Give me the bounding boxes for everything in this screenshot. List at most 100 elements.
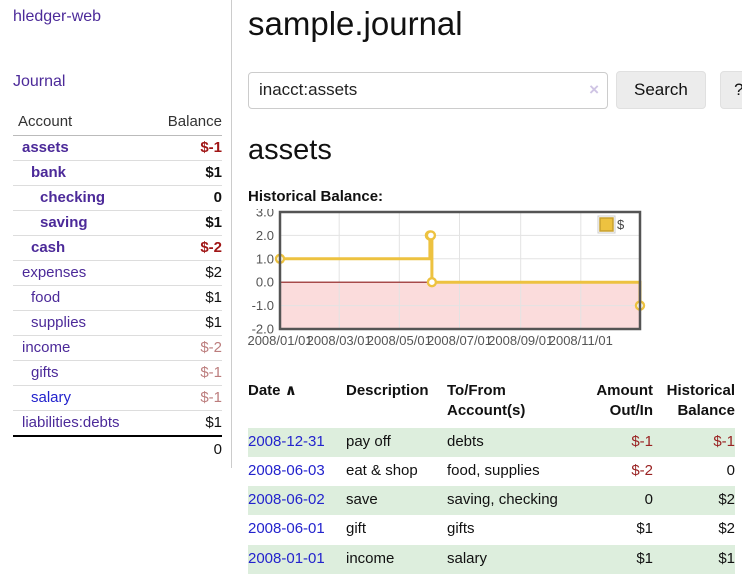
search-input[interactable] [248,71,608,109]
accounts-col-header: Account [13,110,148,136]
svg-text:2008/07/01: 2008/07/01 [427,333,492,348]
transaction-balance: 0 [726,461,735,479]
svg-text:1.0: 1.0 [256,251,274,266]
transaction-description: income [346,544,447,574]
account-link-income[interactable]: income [22,339,71,356]
account-balance: $1 [205,414,222,431]
account-row: income $-2 [13,335,222,361]
account-row: gifts $-1 [13,360,222,386]
account-row: cash $-2 [13,235,222,261]
historical-balance-chart[interactable]: $3.0 2.0 1.0 0.0 -1.0 -2.0 2008/01/01 2008/03/0… [247,205,742,363]
svg-text:2008/03/01: 2008/03/01 [307,333,372,348]
accounts-table: Account Balance assets $-1 bank $1 checking 0… [13,110,222,462]
balance-col-header: Balance [147,110,222,136]
account-balance: $-1 [147,360,222,386]
account-balance: $-1 [147,385,222,411]
transaction-row[interactable]: 2008-01-01 income salary $1 $1 [248,544,735,574]
account-link-bank[interactable]: bank [31,164,67,181]
search-button[interactable]: Search [616,71,706,109]
transaction-date-link[interactable]: 2008-06-03 [248,461,325,479]
account-row: supplies $1 [13,310,222,336]
transaction-amount: $-2 [631,461,653,479]
transaction-date-link[interactable]: 2008-06-01 [248,520,325,538]
transaction-date-link[interactable]: 2008-06-02 [248,491,325,508]
register-account-heading: assets [248,134,332,166]
transaction-amount: $1 [573,544,653,574]
transaction-description: save [346,486,447,516]
transaction-row[interactable]: 2008-06-03 eat & shop food, supplies $-2 0 [248,457,735,486]
account-link-liabilities-debts[interactable]: liabilities:debts [22,414,120,431]
svg-text:3.0: 3.0 [256,209,274,220]
account-balance: $1 [147,285,222,311]
col-header-amount: Amount Out/In [596,382,653,420]
svg-text:2008/11/01: 2008/11/01 [549,333,613,348]
account-link-gifts[interactable]: gifts [31,364,59,381]
account-row: assets $-1 [13,135,222,161]
svg-text:-1.0: -1.0 [252,298,274,313]
col-header-accounts: To/From Account(s) [447,382,526,420]
svg-text:0.0: 0.0 [256,275,274,290]
svg-text:2.0: 2.0 [256,228,274,243]
transaction-amount: $-1 [573,427,653,457]
account-link-expenses[interactable]: expenses [22,264,87,281]
account-link-supplies[interactable]: supplies [31,314,87,331]
svg-text:2008/09/01: 2008/09/01 [488,333,553,348]
account-balance: 0 [147,185,222,211]
transaction-balance: $2 [718,520,735,538]
transaction-accounts: food, supplies [447,461,540,479]
clear-search-icon[interactable]: × [589,79,599,99]
account-link-checking[interactable]: checking [40,189,106,206]
account-link-food[interactable]: food [31,289,61,306]
help-button[interactable]: ? [719,71,742,109]
col-header-description: Description [346,382,429,399]
transaction-row[interactable]: 2008-12-31 pay off debts $-1 $-1 [248,427,735,457]
transaction-balance: $-1 [653,427,735,457]
main-content: sample.journal × Search ? assets Histori… [232,0,742,574]
search-box: × [248,71,608,109]
account-row: checking 0 [13,185,222,211]
transaction-row[interactable]: 2008-06-01 gift gifts $1 $2 [248,515,735,544]
account-row: food $1 [13,285,222,311]
transaction-amount: 0 [573,486,653,516]
search-form: × Search ? [248,71,742,109]
account-link-assets[interactable]: assets [22,139,69,156]
chart-title: Historical Balance: [248,188,384,205]
app-title-link[interactable]: hledger-web [13,8,102,25]
account-row: saving $1 [13,210,222,236]
account-balance: $1 [147,310,222,336]
account-balance: $1 [147,160,222,186]
journal-link[interactable]: Journal [13,73,66,90]
account-balance: $-2 [147,335,222,361]
register-table: Date ∧ Description To/From Account(s) Am… [248,379,735,574]
account-row: salary $-1 [13,385,222,411]
col-header-date[interactable]: Date ∧ [248,382,297,399]
nav-journal: Journal [13,73,231,91]
transaction-balance: $1 [653,544,735,574]
account-row: liabilities:debts $1 [13,411,222,437]
account-row: bank $1 [13,160,222,186]
account-balance: $1 [147,210,222,236]
account-link-saving[interactable]: saving [40,214,88,231]
sort-asc-icon: ∧ [284,382,297,399]
transaction-date-link[interactable]: 2008-01-01 [248,549,325,567]
svg-text:-2.0: -2.0 [252,322,274,337]
transaction-accounts: saving, checking [447,486,573,516]
col-header-balance: Historical Balance [666,382,735,420]
total-row: 0 [13,435,222,462]
balance-chart-svg: $3.0 2.0 1.0 0.0 -1.0 -2.02008/01/012008/03/0… [247,205,646,348]
transaction-accounts: gifts [447,520,475,538]
total-balance: 0 [147,435,222,462]
sidebar: hledger-web Journal Account Balance asse… [0,0,232,468]
transaction-accounts: debts [447,427,573,457]
svg-text:2008/01/01: 2008/01/01 [248,333,313,348]
transaction-description: gift [346,520,367,538]
account-row: expenses $2 [13,260,222,286]
transaction-date-link[interactable]: 2008-12-31 [248,432,325,450]
account-link-cash[interactable]: cash [31,239,66,256]
transaction-balance: $2 [653,486,735,516]
account-link-salary[interactable]: salary [31,389,72,406]
app-title: hledger-web [13,8,231,26]
transaction-row[interactable]: 2008-06-02 save saving, checking 0 $2 [248,486,735,516]
svg-text:$: $ [617,217,625,232]
